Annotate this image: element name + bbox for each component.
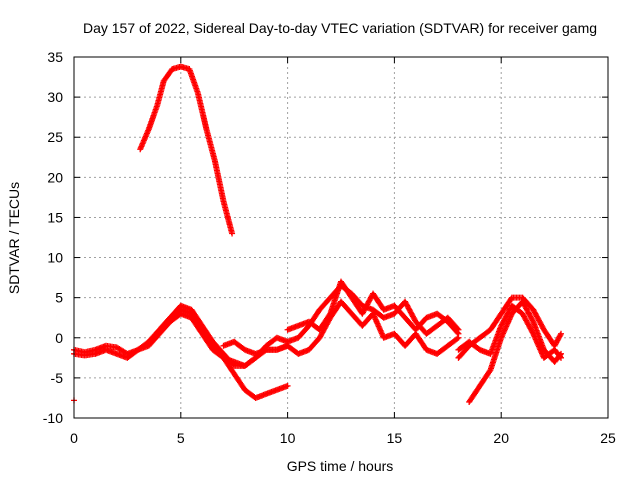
x-tick-label: 10 — [280, 430, 296, 446]
x-tick-label: 20 — [493, 430, 509, 446]
data-point-track-D — [454, 335, 461, 342]
x-axis-label: GPS time / hours — [287, 458, 394, 474]
grid-layer — [74, 57, 608, 418]
data-point-track-E — [455, 330, 462, 337]
data-point-track-G — [486, 368, 493, 375]
data-point-track-G — [529, 317, 536, 324]
y-tick-label: -5 — [51, 370, 64, 386]
y-axis-label: SDTVAR / TECUs — [6, 182, 22, 294]
data-point-track-H — [529, 329, 536, 336]
y-tick-label: 20 — [47, 169, 63, 185]
y-tick-label: 0 — [55, 330, 63, 346]
data-point-track-B — [284, 382, 291, 389]
data-point-track-H — [557, 353, 564, 360]
x-tick-label: 5 — [177, 430, 185, 446]
y-tick-label: 15 — [47, 209, 63, 225]
y-tick-label: 5 — [55, 290, 63, 306]
y-tick-label: 35 — [47, 49, 63, 65]
data-points — [71, 63, 565, 405]
tick-layer: 0 5 10 15 20 25 -10 -5 0 5 10 15 20 25 30 35 — [43, 49, 616, 446]
data-point-track-E — [326, 311, 333, 318]
x-tick-label: 15 — [387, 430, 403, 446]
data-point-track-H — [558, 354, 565, 361]
y-tick-label: 10 — [47, 250, 63, 266]
y-tick-label: 30 — [47, 89, 63, 105]
data-point-track-E — [454, 329, 461, 336]
y-tick-label: 25 — [47, 129, 63, 145]
x-tick-label: 0 — [70, 430, 78, 446]
chart-title: Day 157 of 2022, Sidereal Day-to-day VTE… — [83, 20, 597, 36]
data-point-track-F — [557, 332, 564, 339]
plot-frame — [73, 56, 609, 419]
data-point-track-F — [558, 330, 565, 337]
data-point-high-arc — [229, 230, 236, 237]
y-tick-label: -10 — [43, 410, 63, 426]
x-tick-label: 25 — [600, 430, 616, 446]
